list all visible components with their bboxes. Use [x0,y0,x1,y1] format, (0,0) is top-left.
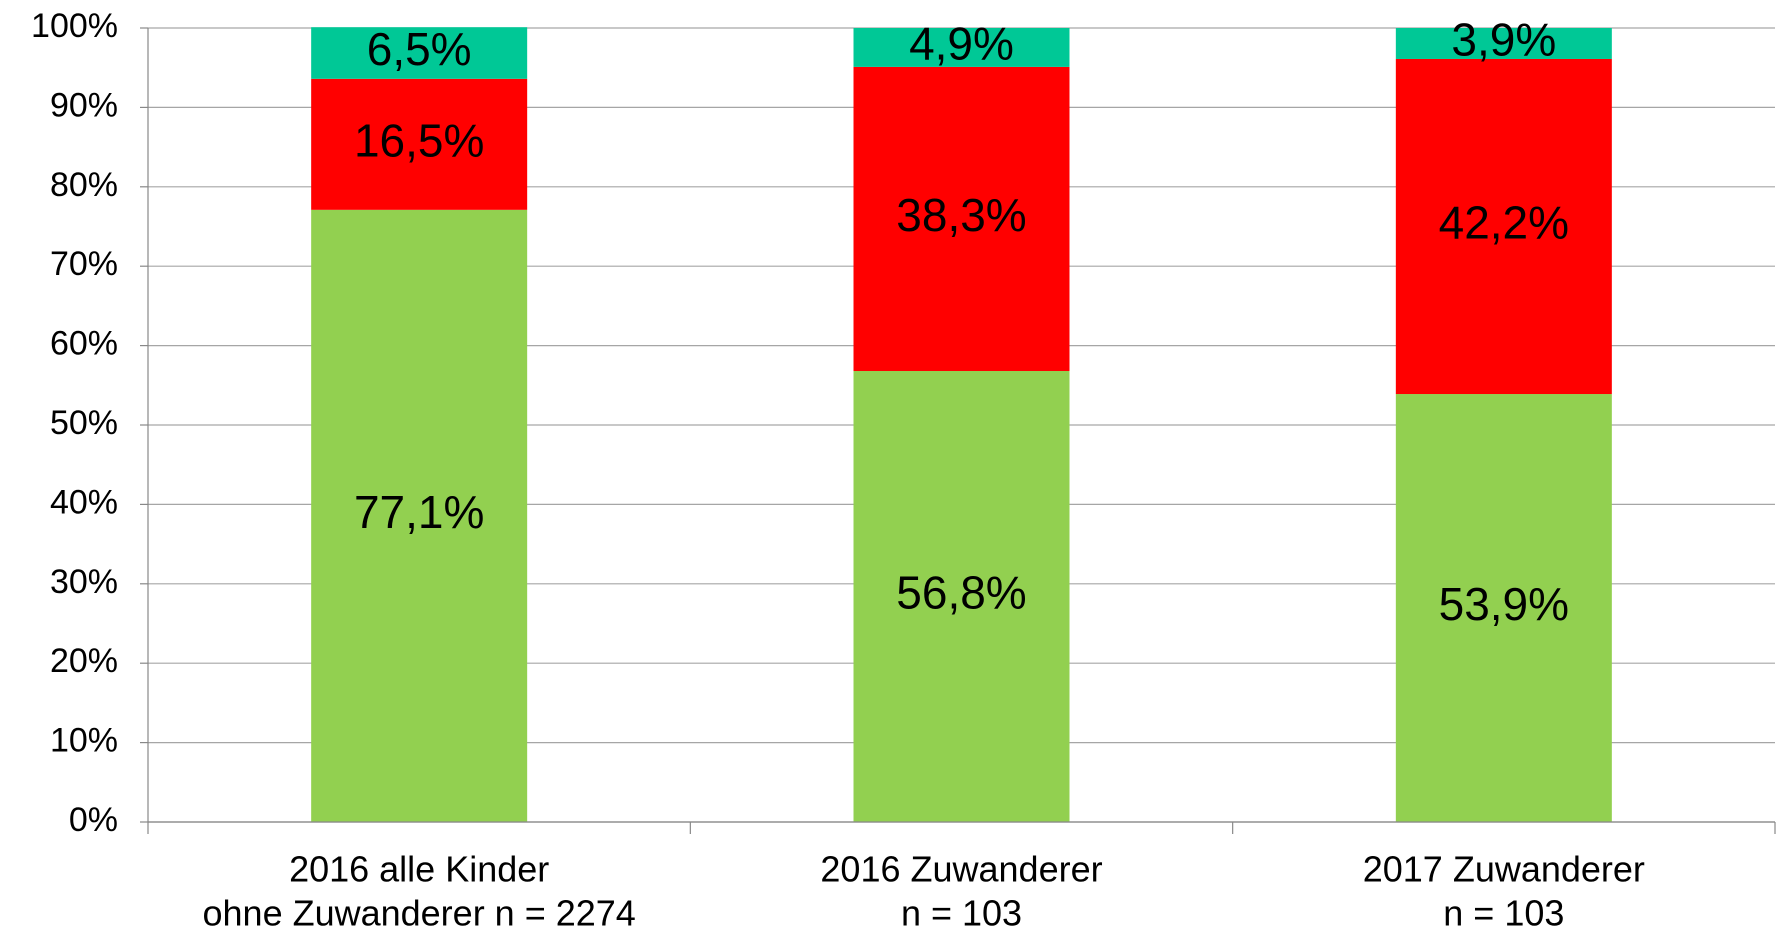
bar-segment [1395,28,1612,59]
bar-segment [1395,58,1612,395]
x-tick-label: ohne Zuwanderer n = 2274 [203,893,636,934]
data-label: 16,5% [354,114,484,166]
x-tick-label: 2016 Zuwanderer [820,849,1102,890]
y-tick-label: 10% [50,722,118,760]
data-label: 77,1% [354,486,484,538]
x-tick-label: n = 103 [1443,893,1564,934]
bar-segment [311,209,528,823]
data-label: 56,8% [896,567,1026,619]
y-tick-label: 90% [50,86,118,124]
data-label: 42,2% [1439,197,1569,249]
bar-segment [853,28,1070,67]
data-label: 6,5% [367,23,472,75]
y-tick-label: 30% [50,563,118,601]
bar-segment [1395,394,1612,822]
data-label: 3,9% [1451,14,1556,66]
y-tick-label: 80% [50,166,118,204]
x-tick-label: n = 103 [901,893,1022,934]
bar-segment [311,27,528,79]
x-tick-label: 2016 alle Kinder [289,849,549,890]
bar-segment [853,66,1070,372]
bar-segment [853,371,1070,822]
y-tick-label: 20% [50,642,118,680]
data-label: 4,9% [909,18,1014,70]
y-tick-label: 0% [69,801,118,839]
bar-segment [311,78,528,210]
y-tick-label: 60% [50,325,118,363]
data-label: 38,3% [896,189,1026,241]
data-label: 53,9% [1439,578,1569,630]
y-tick-label: 70% [50,245,118,283]
x-tick-label: 2017 Zuwanderer [1363,849,1645,890]
y-tick-label: 100% [31,7,118,45]
y-tick-label: 40% [50,483,118,521]
y-tick-label: 50% [50,404,118,442]
